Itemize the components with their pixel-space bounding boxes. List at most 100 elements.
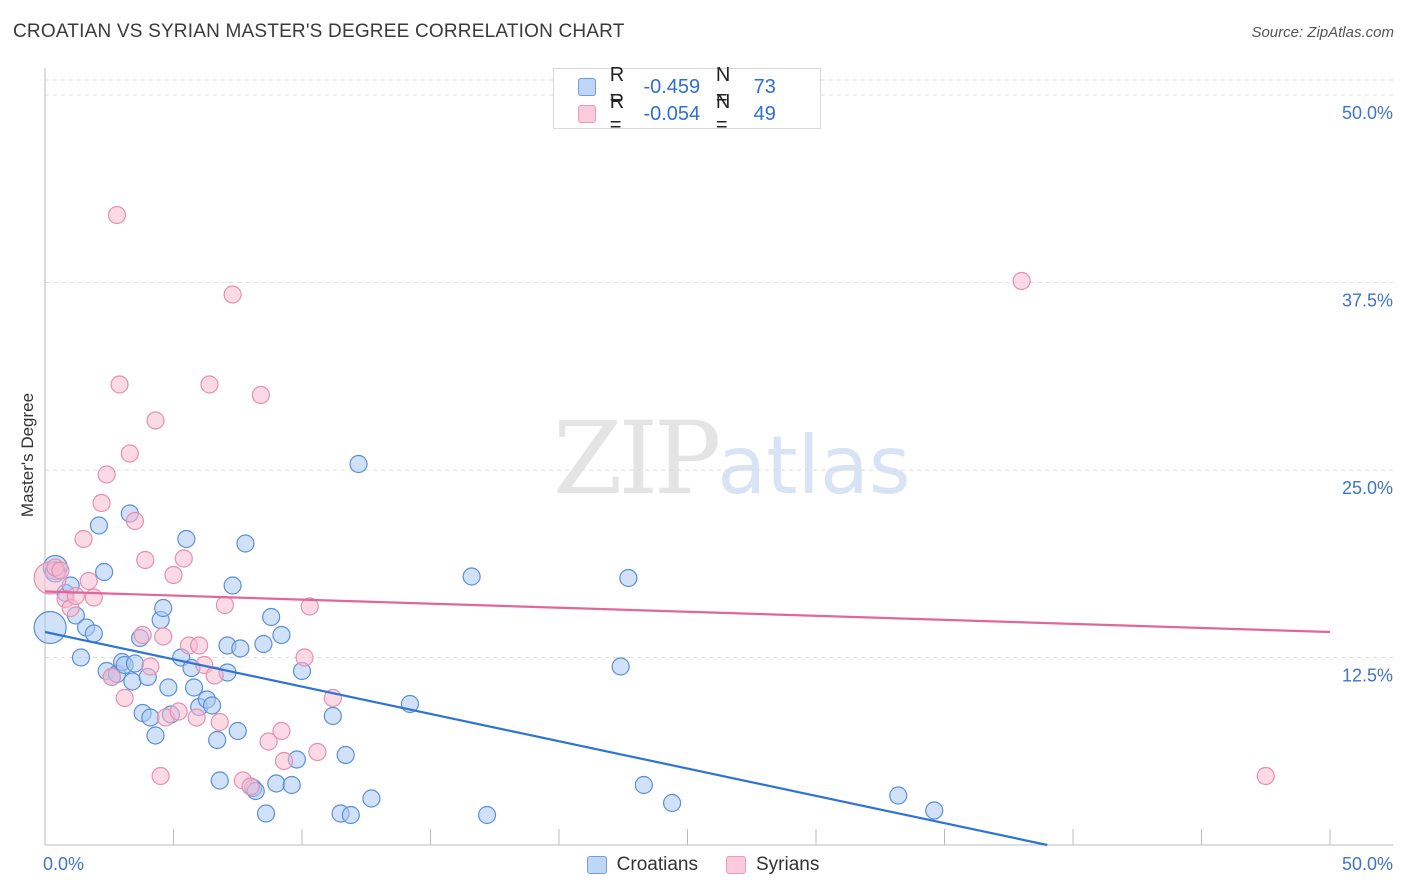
- syrian-point: [259, 732, 278, 751]
- syrian-point: [125, 511, 145, 531]
- syrian-point: [133, 625, 152, 645]
- croatian-point: [254, 634, 273, 654]
- syrians-swatch: [725, 856, 746, 874]
- legend-item-syrians[interactable]: Syrians: [725, 854, 820, 876]
- croatian-point: [477, 805, 497, 825]
- croatian-point: [223, 576, 242, 595]
- x-tick-label-min: 0.0%: [43, 854, 84, 874]
- syrian-point: [169, 702, 188, 721]
- croatian-point: [184, 678, 204, 697]
- syrian-point: [190, 636, 209, 655]
- croatian-point: [262, 607, 281, 627]
- n-label: N =: [715, 64, 731, 109]
- r-value: -0.054: [643, 102, 701, 125]
- correlation-legend: R = -0.459 N = 73 R = -0.054 N = 49: [553, 64, 821, 136]
- syrian-point: [66, 586, 85, 606]
- croatian-point: [611, 657, 630, 676]
- watermark-logo: ZIPatlas: [553, 400, 911, 517]
- croatian-point: [362, 789, 381, 808]
- legend-row-croatians: R = -0.459 N = 73: [578, 64, 820, 109]
- y-tick-label: 12.5%: [1342, 666, 1393, 686]
- syrian-point: [308, 742, 327, 762]
- legend-row-syrians: R = -0.054 N = 49: [578, 91, 820, 136]
- syrian-point: [274, 751, 294, 771]
- croatian-point: [89, 516, 109, 535]
- syrian-point: [115, 688, 134, 708]
- syrian-point: [136, 550, 155, 570]
- r-label: R =: [609, 91, 625, 136]
- n-label: N =: [715, 91, 731, 136]
- croatians-swatch: [578, 78, 596, 96]
- y-tick-label: 50.0%: [1342, 103, 1393, 123]
- syrian-point: [251, 385, 270, 405]
- syrian-point: [97, 465, 116, 484]
- croatian-point: [341, 805, 360, 825]
- croatian-point: [634, 775, 653, 795]
- croatian-point: [125, 654, 145, 673]
- syrian-point: [210, 712, 229, 732]
- croatian-point: [619, 568, 638, 588]
- croatian-point: [282, 775, 301, 795]
- syrians-swatch: [578, 105, 596, 123]
- syrian-point: [174, 549, 193, 568]
- croatian-point: [925, 801, 944, 820]
- syrian-point: [110, 375, 129, 394]
- n-value: 49: [753, 102, 776, 125]
- syrian-point: [146, 411, 165, 430]
- series-legend: Croatians Syrians: [0, 852, 1406, 878]
- trend-lines: [44, 590, 1331, 847]
- syrian-point: [272, 721, 291, 741]
- watermark-atlas: atlas: [717, 419, 911, 512]
- watermark-zip: ZIP: [553, 400, 721, 517]
- croatian-point: [236, 534, 255, 553]
- croatian-point: [228, 721, 247, 741]
- syrian-point: [187, 708, 206, 727]
- syrian-point: [223, 285, 242, 304]
- syrian-point: [200, 375, 219, 394]
- syrian-point: [1256, 766, 1275, 786]
- syrian-point: [102, 667, 121, 687]
- croatian-point: [71, 648, 91, 667]
- croatian-point: [208, 730, 227, 750]
- croatian-point: [177, 529, 196, 549]
- r-value: -0.459: [643, 75, 701, 98]
- croatian-point: [141, 708, 160, 727]
- syrian-point: [74, 529, 93, 549]
- y-axis-label: Master's Degree: [18, 392, 37, 518]
- croatian-point: [231, 639, 250, 658]
- croatian-point: [202, 696, 222, 715]
- croatian-point: [154, 598, 173, 618]
- chart-source: Source: ZipAtlas.com: [1251, 24, 1394, 41]
- data-points: [33, 205, 1275, 825]
- croatian-point: [349, 454, 368, 474]
- syrian-point: [154, 627, 173, 646]
- legend-item-croatians[interactable]: Croatians: [586, 854, 698, 876]
- syrian-point: [300, 597, 319, 616]
- syrian-point: [151, 766, 170, 786]
- syrian-point: [84, 588, 103, 607]
- legend-label-syrians: Syrians: [755, 854, 820, 875]
- x-tick-label-max: 50.0%: [1342, 854, 1393, 874]
- syrian-point: [92, 493, 111, 513]
- croatian-point: [662, 793, 682, 813]
- croatian-point: [84, 624, 103, 643]
- syrian-point: [79, 571, 98, 591]
- syrian-point: [215, 595, 234, 615]
- croatian-point: [33, 610, 67, 645]
- croatian-point: [323, 706, 342, 726]
- syrian-point: [51, 561, 70, 580]
- croatian-trend-line: [44, 630, 1048, 847]
- r-label: R =: [609, 64, 625, 109]
- croatian-point: [146, 726, 165, 745]
- croatians-swatch: [586, 856, 607, 874]
- croatian-point: [256, 804, 276, 823]
- syrian-point: [141, 657, 160, 676]
- croatian-point: [462, 567, 481, 586]
- axes: [44, 68, 1393, 846]
- gridlines: [45, 79, 1393, 658]
- syrian-trend-line: [44, 590, 1331, 634]
- syrian-point: [241, 777, 260, 796]
- croatian-point: [267, 774, 286, 793]
- syrian-point: [164, 565, 183, 585]
